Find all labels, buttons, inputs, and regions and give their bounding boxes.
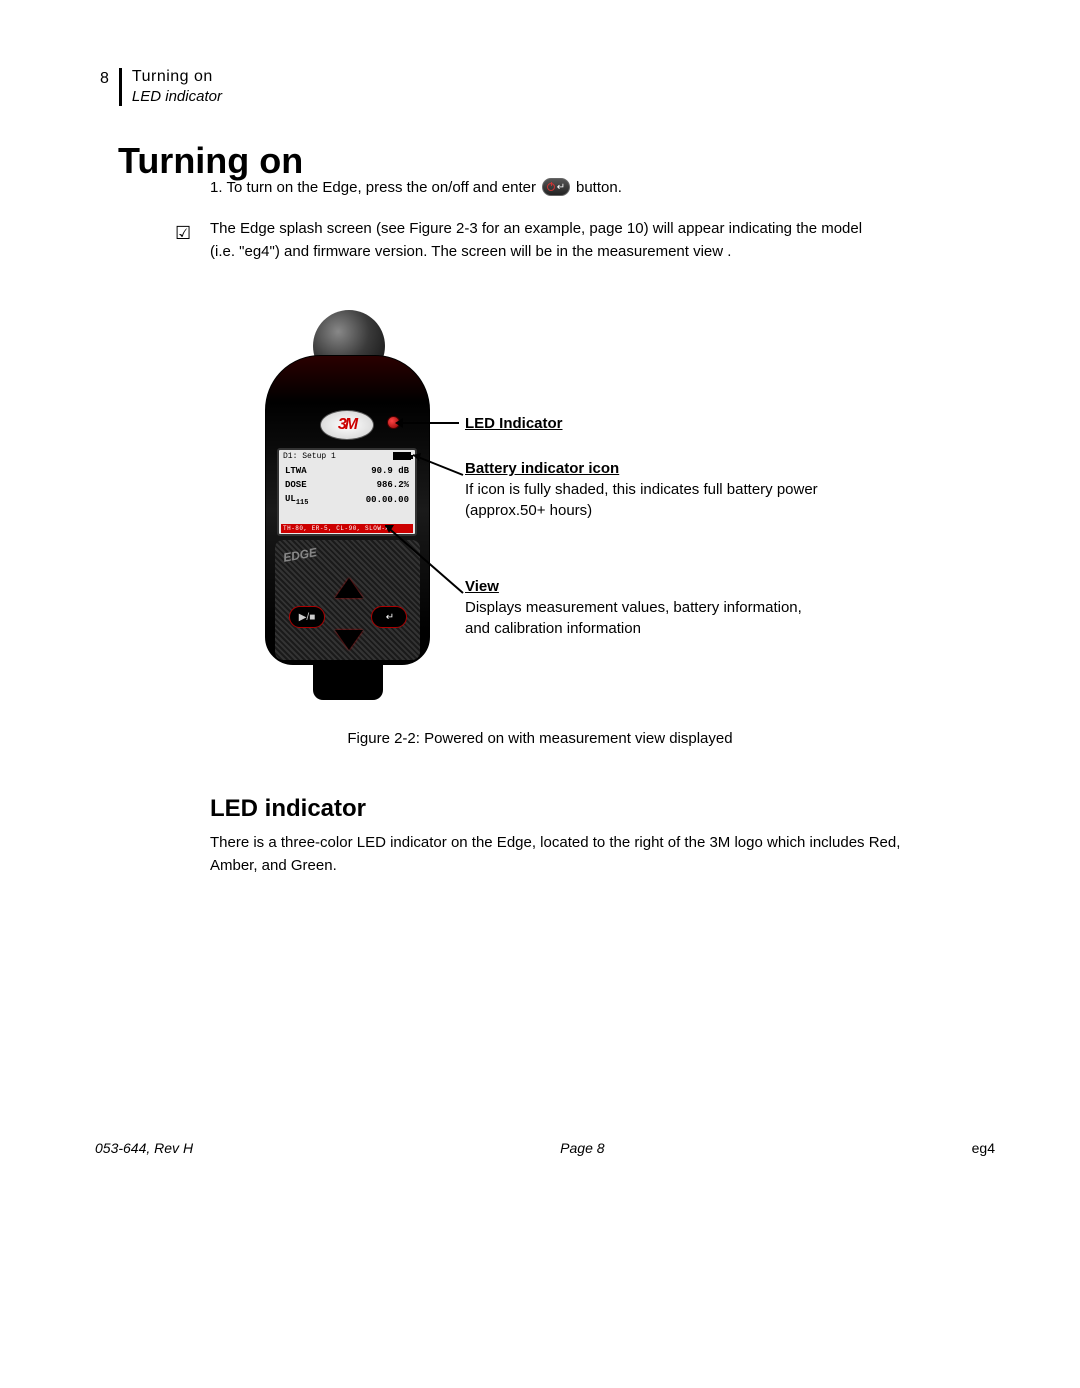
device-bottom-nub bbox=[313, 662, 383, 700]
battery-callout-arrow bbox=[413, 455, 463, 475]
note-prefix: The Edge bbox=[210, 220, 279, 237]
step-1-enter: enter bbox=[502, 179, 536, 196]
led-section-heading: LED indicator bbox=[210, 795, 366, 823]
play-stop-button-icon: ▶/■ bbox=[289, 606, 325, 628]
page-footer: 053-644, Rev H Page 8 eg4 bbox=[95, 1140, 995, 1156]
table-row: DOSE 986.2% bbox=[285, 479, 409, 491]
device-figure: 3M D1: Setup 1 LTWA 90.9 dB DOSE 986.2% … bbox=[265, 310, 915, 710]
screen-row-value: 00.00.00 bbox=[330, 493, 409, 508]
step-1-prefix: To turn on the Edge, press the bbox=[227, 179, 428, 196]
power-enter-button-icon: ↵ bbox=[542, 178, 570, 196]
screen-setup-label: D1: Setup 1 bbox=[283, 452, 336, 461]
led-callout: LED Indicator bbox=[465, 413, 563, 434]
step-1: 1. To turn on the Edge, press the on/off… bbox=[210, 178, 622, 196]
header-lines: Turning on LED indicator bbox=[132, 68, 222, 105]
device-illustration: 3M D1: Setup 1 LTWA 90.9 dB DOSE 986.2% … bbox=[265, 310, 430, 700]
step-1-suffix: button. bbox=[576, 179, 622, 196]
footer-page-number: Page 8 bbox=[560, 1140, 604, 1156]
view-callout-heading: View bbox=[465, 576, 825, 597]
led-section-body: There is a three-color LED indicator on … bbox=[210, 832, 910, 877]
device-screen: D1: Setup 1 LTWA 90.9 dB DOSE 986.2% UL1… bbox=[277, 448, 417, 536]
logo-oval: 3M bbox=[320, 410, 374, 440]
note-splash: splash screen bbox=[279, 220, 372, 237]
screen-row-label: LTWA bbox=[285, 465, 328, 477]
down-arrow-button-icon bbox=[335, 630, 363, 650]
note-meas: measurement view bbox=[597, 243, 723, 260]
screen-row-value: 90.9 dB bbox=[330, 465, 409, 477]
note-suffix: . bbox=[727, 243, 731, 260]
footer-doc-id: 053-644, Rev H bbox=[95, 1140, 193, 1156]
3m-logo: 3M bbox=[338, 416, 356, 434]
led-callout-arrow bbox=[401, 422, 459, 424]
step-1-number: 1. bbox=[210, 179, 223, 196]
screen-row-label: UL115 bbox=[285, 493, 328, 508]
figure-caption: Figure 2-2: Powered on with measurement … bbox=[0, 730, 1080, 747]
step-1-onoff: on/off bbox=[431, 179, 468, 196]
table-row: LTWA 90.9 dB bbox=[285, 465, 409, 477]
step-1-and: and bbox=[473, 179, 498, 196]
checkbox-icon: ☑ bbox=[175, 220, 191, 247]
battery-callout-body: If icon is fully shaded, this indicates … bbox=[465, 479, 825, 521]
view-callout: View Displays measurement values, batter… bbox=[465, 576, 825, 639]
page-header: 8 Turning on LED indicator bbox=[100, 68, 222, 106]
table-row: UL115 00.00.00 bbox=[285, 493, 409, 508]
battery-callout: Battery indicator icon If icon is fully … bbox=[465, 458, 825, 521]
header-section-title: Turning on bbox=[132, 68, 222, 86]
power-enter-button-icon: ↵ bbox=[371, 606, 407, 628]
header-divider bbox=[119, 68, 122, 106]
screen-row-value: 986.2% bbox=[330, 479, 409, 491]
dpad bbox=[325, 578, 373, 650]
led-callout-heading: LED Indicator bbox=[465, 413, 563, 434]
view-callout-body: Displays measurement values, battery inf… bbox=[465, 597, 825, 639]
up-arrow-button-icon bbox=[335, 578, 363, 598]
battery-callout-heading: Battery indicator icon bbox=[465, 458, 825, 479]
page-title: Turning on bbox=[118, 140, 303, 182]
battery-icon bbox=[393, 452, 411, 460]
header-subsection-title: LED indicator bbox=[132, 88, 222, 105]
splash-note: ☑ The Edge splash screen (see Figure 2-3… bbox=[210, 218, 890, 263]
screen-row-label: DOSE bbox=[285, 479, 328, 491]
header-page-number: 8 bbox=[100, 70, 109, 88]
screen-table: LTWA 90.9 dB DOSE 986.2% UL115 00.00.00 bbox=[283, 463, 411, 510]
view-callout-arrow bbox=[385, 525, 465, 595]
footer-model: eg4 bbox=[972, 1140, 995, 1156]
